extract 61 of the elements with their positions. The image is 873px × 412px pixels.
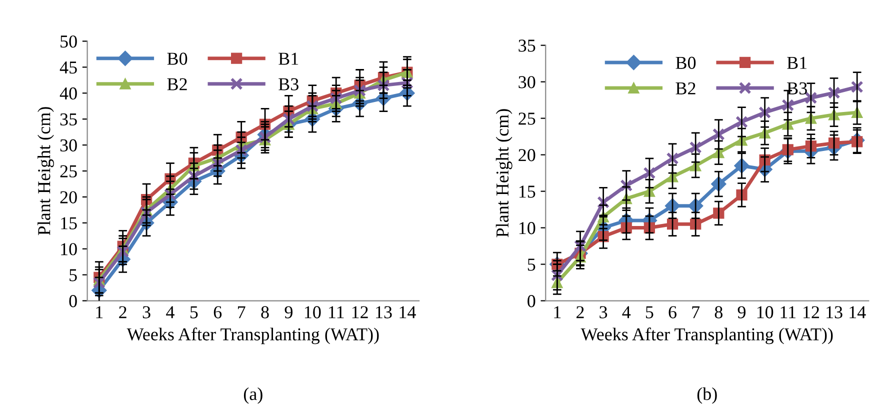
x-axis-title: Weeks After Transplanting (WAT)) — [580, 328, 833, 344]
x-tick-label: 4 — [622, 306, 631, 318]
y-tick-label: 20 — [518, 149, 536, 162]
y-tick-label: 0 — [528, 295, 536, 308]
y-axis-title: Plant Height (cm) — [38, 107, 54, 236]
x-tick-label: 10 — [757, 306, 774, 318]
y-tick-label: 35 — [518, 40, 536, 52]
x-tick-label: 1 — [96, 306, 103, 318]
x-tick-label: 11 — [329, 306, 344, 318]
text: (b) — [697, 387, 717, 404]
y-tick-label: 10 — [519, 222, 536, 234]
y-tick-label: 5 — [528, 258, 536, 271]
text: (a) — [244, 387, 262, 404]
y-tick-label: 40 — [60, 87, 77, 100]
y-tick-label: 45 — [60, 62, 77, 74]
x-tick-label: 12 — [352, 306, 368, 318]
y-tick-label: 30 — [60, 139, 77, 152]
legend-label: B2 — [167, 78, 187, 90]
x-tick-label: 8 — [714, 306, 722, 318]
legend-label: B0 — [167, 52, 188, 65]
x-tick-label: 5 — [190, 306, 198, 318]
y-tick-label: 50 — [60, 35, 77, 48]
x-tick-label: 14 — [850, 306, 866, 318]
x-tick-label: 1 — [554, 306, 561, 318]
x-tick-label: 6 — [668, 306, 676, 318]
y-axis-title: Plant Height (cm) — [496, 109, 512, 238]
x-tick-label: 7 — [692, 306, 700, 318]
y-tick-label: 35 — [60, 113, 77, 126]
x-tick-label: 3 — [600, 306, 608, 318]
legend-label: B2 — [676, 82, 696, 94]
y-tick-label: 20 — [60, 191, 77, 204]
x-tick-label: 4 — [166, 306, 174, 318]
x-tick-label: 8 — [261, 306, 269, 318]
x-tick-label: 7 — [238, 306, 246, 318]
y-tick-label: 30 — [518, 76, 536, 88]
x-tick-label: 11 — [780, 306, 796, 318]
y-tick-label: 25 — [518, 112, 536, 125]
x-tick-label: 10 — [304, 306, 321, 318]
x-tick-label: 6 — [214, 306, 222, 318]
x-tick-label: 9 — [284, 306, 292, 318]
x-tick-label: 2 — [119, 306, 126, 318]
x-tick-label: 12 — [804, 306, 819, 318]
x-tick-label: 3 — [142, 306, 150, 318]
y-tick-label: 5 — [70, 269, 77, 282]
legend-label: B3 — [278, 78, 298, 90]
x-tick-label: 13 — [826, 306, 842, 318]
legend-label: B1 — [787, 56, 807, 69]
x-tick-label: 2 — [576, 306, 584, 318]
legend-label: B0 — [676, 56, 696, 69]
y-tick-label: 25 — [60, 165, 77, 178]
legend-label: B3 — [787, 82, 807, 94]
y-tick-label: 15 — [519, 186, 536, 198]
x-tick-label: 9 — [738, 306, 746, 318]
y-tick-label: 15 — [61, 217, 77, 230]
x-tick-label: 14 — [400, 306, 416, 318]
x-axis-title: Weeks After Transplanting (WAT)) — [126, 328, 379, 344]
x-tick-label: 13 — [376, 306, 392, 318]
x-tick-label: 5 — [646, 306, 654, 318]
legend-label: B1 — [278, 52, 298, 65]
y-tick-label: 0 — [69, 295, 77, 308]
y-tick-label: 10 — [61, 243, 77, 256]
